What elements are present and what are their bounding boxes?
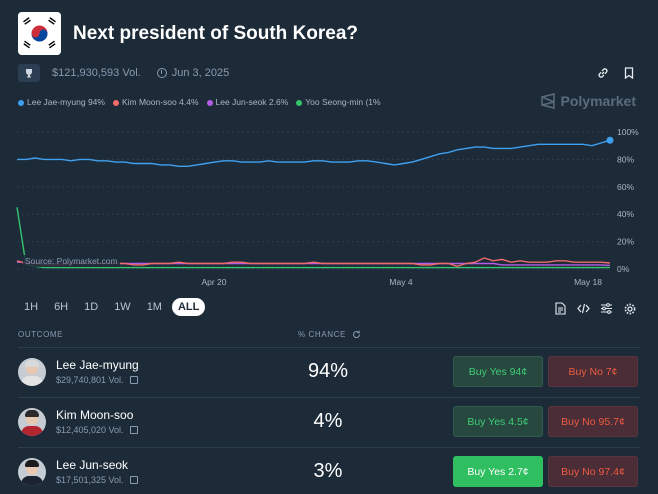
bookmark-icon[interactable]	[622, 66, 636, 80]
legend-item: Lee Jae-myung 94%	[18, 97, 105, 107]
legend-dot-icon	[296, 99, 303, 106]
document-icon[interactable]	[554, 302, 567, 315]
buy-no-button[interactable]: Buy No 95.7¢	[548, 406, 638, 437]
refresh-icon[interactable]	[352, 330, 361, 339]
range-button-all[interactable]: ALL	[171, 298, 206, 316]
gift-icon[interactable]	[129, 426, 138, 434]
outcome-row[interactable]: Lee Jae-myung $29,740,801 Vol. 94% Buy Yes …	[18, 347, 640, 397]
legend-item: Yoo Seong-min (1%	[296, 97, 381, 107]
outcome-column-header: OUTCOME	[18, 330, 64, 339]
buy-no-button[interactable]: Buy No 97.4¢	[548, 456, 638, 487]
link-icon[interactable]	[596, 66, 610, 80]
buy-yes-button[interactable]: Buy Yes 4.5¢	[453, 406, 543, 437]
y-tick-label: 0%	[617, 264, 630, 274]
market-meta: $121,930,593 Vol. Jun 3, 2025	[18, 64, 229, 82]
y-tick-label: 20%	[617, 237, 634, 247]
range-button-1h[interactable]: 1H	[24, 301, 39, 313]
range-button-1d[interactable]: 1D	[84, 301, 99, 313]
candidate-avatar	[18, 408, 46, 436]
south-korea-flag-icon	[18, 12, 61, 55]
chart-tools	[554, 302, 636, 315]
series-endpoint-dot	[606, 136, 614, 144]
chart-legend: Lee Jae-myung 94% Kim Moon-soo 4.4% Lee Ju…	[18, 97, 381, 107]
candidate-name[interactable]: Kim Moon-soo	[56, 408, 134, 422]
buy-yes-button[interactable]: Buy Yes 2.7¢	[453, 456, 543, 487]
range-button-6h[interactable]: 6H	[54, 301, 69, 313]
clock-icon	[156, 68, 167, 78]
gift-icon[interactable]	[129, 376, 138, 384]
legend-dot-icon	[206, 99, 213, 106]
market-actions	[596, 66, 636, 80]
embed-code-icon[interactable]	[577, 302, 590, 315]
buy-yes-button[interactable]: Buy Yes 94¢	[453, 356, 543, 387]
legend-dot-icon	[18, 99, 24, 106]
chart-source: Source: Polymarket.com	[23, 255, 120, 267]
polymarket-logo-icon	[540, 93, 555, 109]
legend-item: Lee Jun-seok 2.6%	[206, 97, 288, 107]
gift-icon[interactable]	[129, 476, 138, 484]
range-button-1w[interactable]: 1W	[114, 301, 131, 313]
candidate-name[interactable]: Lee Jun-seok	[56, 458, 129, 472]
candidate-avatar	[18, 458, 46, 486]
x-tick-label: Apr 20	[201, 277, 226, 287]
candidate-volume: $29,740,801 Vol.	[56, 375, 138, 385]
outcome-row[interactable]: Kim Moon-soo $12,405,020 Vol. 4% Buy Yes 4.…	[18, 397, 640, 447]
outcome-row[interactable]: Lee Jun-seok $17,501,325 Vol. 3% Buy Yes 2.…	[18, 447, 640, 494]
chance-column-header[interactable]: % CHANCE	[298, 330, 361, 339]
market-volume: $121,930,593 Vol.	[52, 67, 141, 79]
market-title: Next president of South Korea?	[73, 22, 359, 44]
candidate-volume: $17,501,325 Vol.	[56, 475, 138, 485]
buy-no-button[interactable]: Buy No 7¢	[548, 356, 638, 387]
legend-dot-icon	[112, 99, 119, 106]
filter-sliders-icon[interactable]	[600, 302, 613, 315]
y-tick-label: 100%	[617, 127, 639, 137]
trophy-icon[interactable]	[18, 64, 40, 82]
y-tick-label: 80%	[617, 154, 634, 164]
settings-gear-icon[interactable]	[623, 302, 636, 315]
market-end-date: Jun 3, 2025	[171, 67, 230, 79]
candidate-chance: 3%	[313, 460, 343, 482]
candidate-volume: $12,405,020 Vol.	[56, 425, 138, 435]
series-line-yoo-seong-min	[16, 207, 610, 269]
market-header: Next president of South Korea?	[18, 12, 358, 55]
candidate-chance: 94%	[307, 360, 349, 382]
y-tick-label: 40%	[617, 209, 634, 219]
y-tick-label: 60%	[617, 182, 634, 192]
x-tick-label: May 18	[574, 277, 602, 287]
price-history-chart[interactable]: 100% 80% 60% 40% 20% 0% Apr 20 May 4 May 18	[0, 118, 658, 293]
candidate-chance: 4%	[313, 410, 343, 432]
polymarket-watermark: Polymarket	[540, 93, 636, 109]
legend-item: Kim Moon-soo 4.4%	[112, 97, 199, 107]
time-range-selector: 1H 6H 1D 1W 1M ALL	[18, 298, 206, 316]
candidate-avatar	[18, 358, 46, 386]
candidate-name[interactable]: Lee Jae-myung	[56, 358, 139, 372]
series-line-lee-jae-myung	[17, 139, 611, 167]
range-button-1m[interactable]: 1M	[146, 301, 162, 313]
x-tick-label: May 4	[389, 277, 412, 287]
